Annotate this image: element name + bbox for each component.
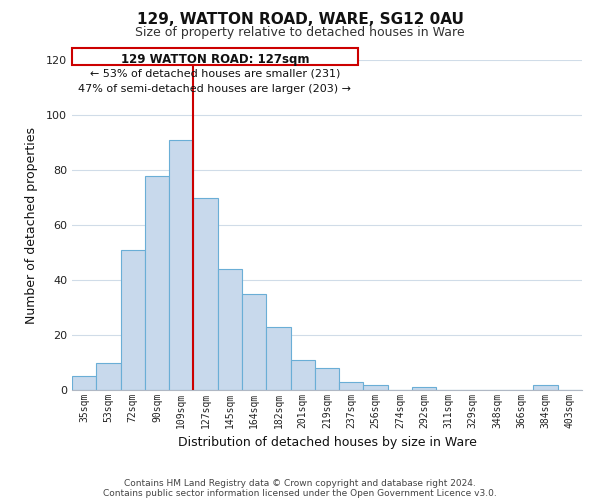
Bar [242, 294, 266, 390]
Bar [266, 327, 290, 390]
Bar [218, 269, 242, 390]
Bar [121, 250, 145, 390]
Bar [96, 362, 121, 390]
Bar [412, 387, 436, 390]
Bar [169, 140, 193, 390]
Bar [364, 384, 388, 390]
Text: 47% of semi-detached houses are larger (203) →: 47% of semi-detached houses are larger (… [79, 84, 352, 94]
Bar [533, 384, 558, 390]
Text: 129, WATTON ROAD, WARE, SG12 0AU: 129, WATTON ROAD, WARE, SG12 0AU [137, 12, 463, 28]
X-axis label: Distribution of detached houses by size in Ware: Distribution of detached houses by size … [178, 436, 476, 450]
Text: Contains HM Land Registry data © Crown copyright and database right 2024.: Contains HM Land Registry data © Crown c… [124, 478, 476, 488]
Text: Size of property relative to detached houses in Ware: Size of property relative to detached ho… [135, 26, 465, 39]
Bar [339, 382, 364, 390]
Text: 129 WATTON ROAD: 127sqm: 129 WATTON ROAD: 127sqm [121, 52, 309, 66]
Text: ← 53% of detached houses are smaller (231): ← 53% of detached houses are smaller (23… [89, 68, 340, 78]
Bar [315, 368, 339, 390]
Bar [72, 376, 96, 390]
Bar [145, 176, 169, 390]
Bar [193, 198, 218, 390]
Y-axis label: Number of detached properties: Number of detached properties [25, 126, 38, 324]
Bar [290, 360, 315, 390]
Text: Contains public sector information licensed under the Open Government Licence v3: Contains public sector information licen… [103, 488, 497, 498]
